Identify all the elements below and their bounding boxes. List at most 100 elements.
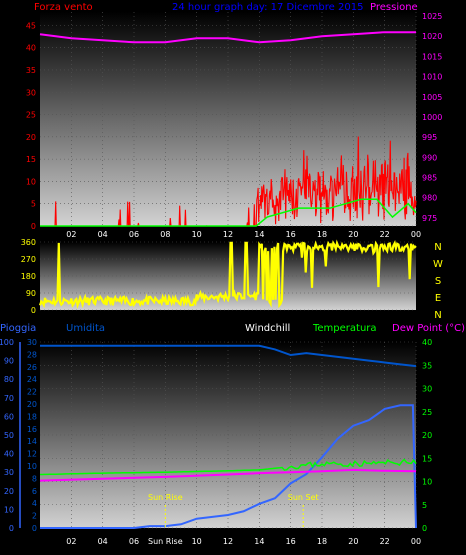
pressure-tick: 975: [422, 214, 437, 223]
rain-tick: 0: [9, 524, 14, 533]
direction-axis-ticks: 0 90 180 270 360: [21, 238, 36, 315]
x-tick: 12: [223, 230, 233, 239]
x-tick: 16: [286, 537, 296, 546]
rain-tick: 10: [4, 505, 14, 514]
rain-mm-tick: 18: [27, 412, 37, 421]
wind-tick: 15: [26, 155, 36, 164]
x-tick: 00: [411, 230, 421, 239]
wind-tick: 40: [26, 44, 36, 53]
rain-tick: 50: [4, 431, 14, 440]
pressure-tick: 1000: [422, 113, 442, 122]
wind-tick: 5: [31, 200, 36, 209]
x-tick: 10: [192, 230, 202, 239]
x-tick: 22: [380, 537, 390, 546]
rain-mm-tick: 28: [27, 350, 37, 359]
temperature-legend: Temperatura: [312, 323, 377, 334]
x-tick: 18: [317, 230, 327, 239]
rain-mm-tick: 2: [32, 512, 37, 521]
pressure-axis-ticks: 975 980 985 990 995 1000 1005 1010 1015 1020 1025: [422, 12, 442, 223]
wind-tick: 20: [26, 133, 36, 142]
compass-label: W: [433, 259, 443, 270]
wind-tick: 0: [31, 222, 36, 231]
direction-tick: 90: [26, 289, 36, 298]
direction-tick: 360: [21, 238, 36, 247]
compass-label: E: [435, 293, 441, 304]
rain-mm-tick: 10: [27, 462, 37, 471]
pressure-tick: 980: [422, 194, 437, 203]
rain-line: [40, 404, 417, 529]
panel2-grid: [40, 241, 416, 311]
direction-tick: 270: [21, 255, 36, 264]
x-tick: 12: [223, 537, 233, 546]
rain-tick: 30: [4, 468, 14, 477]
temperature-axis-ticks: 0 5 10 15 20 25 30 35 40: [422, 338, 432, 533]
rain-mm-tick: 24: [27, 375, 37, 384]
rain-mm-tick: 4: [32, 499, 37, 508]
rain-axis-ticks: 0 10 20 30 40 50 60 70 80 90 100: [0, 338, 21, 533]
temperature-tick: 40: [422, 338, 432, 347]
x-tick: 18: [317, 537, 327, 546]
wind-tick: 10: [26, 177, 36, 186]
rain-legend: Pioggia: [0, 323, 36, 334]
wind-axis-label: Forza vento: [34, 2, 93, 13]
pressure-tick: 990: [422, 153, 437, 162]
dewpoint-legend: Dew Point (°C): [392, 323, 465, 334]
pressure-tick: 1025: [422, 12, 442, 21]
rain-tick: 70: [4, 394, 14, 403]
rain-mm-tick: 6: [32, 487, 37, 496]
pressure-tick: 1015: [422, 52, 442, 61]
wind-tick: 45: [26, 21, 36, 30]
rain-tick: 40: [4, 450, 14, 459]
rain-mm-tick: 22: [27, 388, 37, 397]
panel3-x-ticks: 02 04 06 Sun Rise 10 12 14 16 18 20 22 00: [66, 537, 421, 546]
temperature-tick: 35: [422, 361, 432, 370]
rain-tick: 20: [4, 487, 14, 496]
temperature-tick: 0: [422, 524, 427, 533]
x-tick: 14: [254, 230, 264, 239]
x-tick: 06: [129, 537, 139, 546]
panel3-grid: [40, 341, 417, 529]
x-tick: 02: [66, 230, 76, 239]
chart-title: 24 hour graph day: 17 Dicembre 2015: [172, 2, 363, 13]
dewpoint-line: [39, 468, 417, 482]
temperature-tick: 25: [422, 408, 432, 417]
panel1-x-ticks: 02 04 06 08 10 12 14 16 18 20 22 00: [66, 230, 421, 239]
sun-label: Sun Set: [288, 493, 319, 502]
rain-mm-tick: 12: [27, 450, 37, 459]
temperature-tick: 15: [422, 454, 432, 463]
rain-mm-tick: 20: [27, 400, 37, 409]
humidity-line: [40, 344, 417, 368]
pressure-line: [39, 31, 416, 44]
x-tick: 04: [98, 537, 108, 546]
rain-mm-tick: 8: [32, 474, 37, 483]
temperature-tick: 20: [422, 431, 432, 440]
x-tick: 10: [192, 537, 202, 546]
direction-tick: 180: [21, 272, 36, 281]
rain-tick: 90: [4, 357, 14, 366]
pressure-tick: 1020: [422, 32, 442, 41]
pressure-tick: 985: [422, 174, 437, 183]
temperature-line: [40, 458, 417, 476]
humidity-legend: Umidita: [66, 323, 105, 334]
x-tick: Sun Rise: [148, 537, 183, 546]
x-tick: 22: [380, 230, 390, 239]
rain-tick: 100: [0, 338, 14, 347]
x-tick: 14: [254, 537, 264, 546]
rain-mm-tick: 14: [27, 437, 37, 446]
x-tick: 02: [66, 537, 76, 546]
wind-tick: 35: [26, 66, 36, 75]
windchill-legend: Windchill: [245, 323, 290, 334]
pressure-tick: 1010: [422, 73, 442, 82]
temperature-tick: 10: [422, 478, 432, 487]
sun-label: Sun Rise: [148, 493, 183, 502]
compass-label: N: [434, 310, 441, 321]
rain-mm-tick: 30: [27, 338, 37, 347]
x-tick: 16: [286, 230, 296, 239]
compass-label: S: [435, 276, 441, 287]
